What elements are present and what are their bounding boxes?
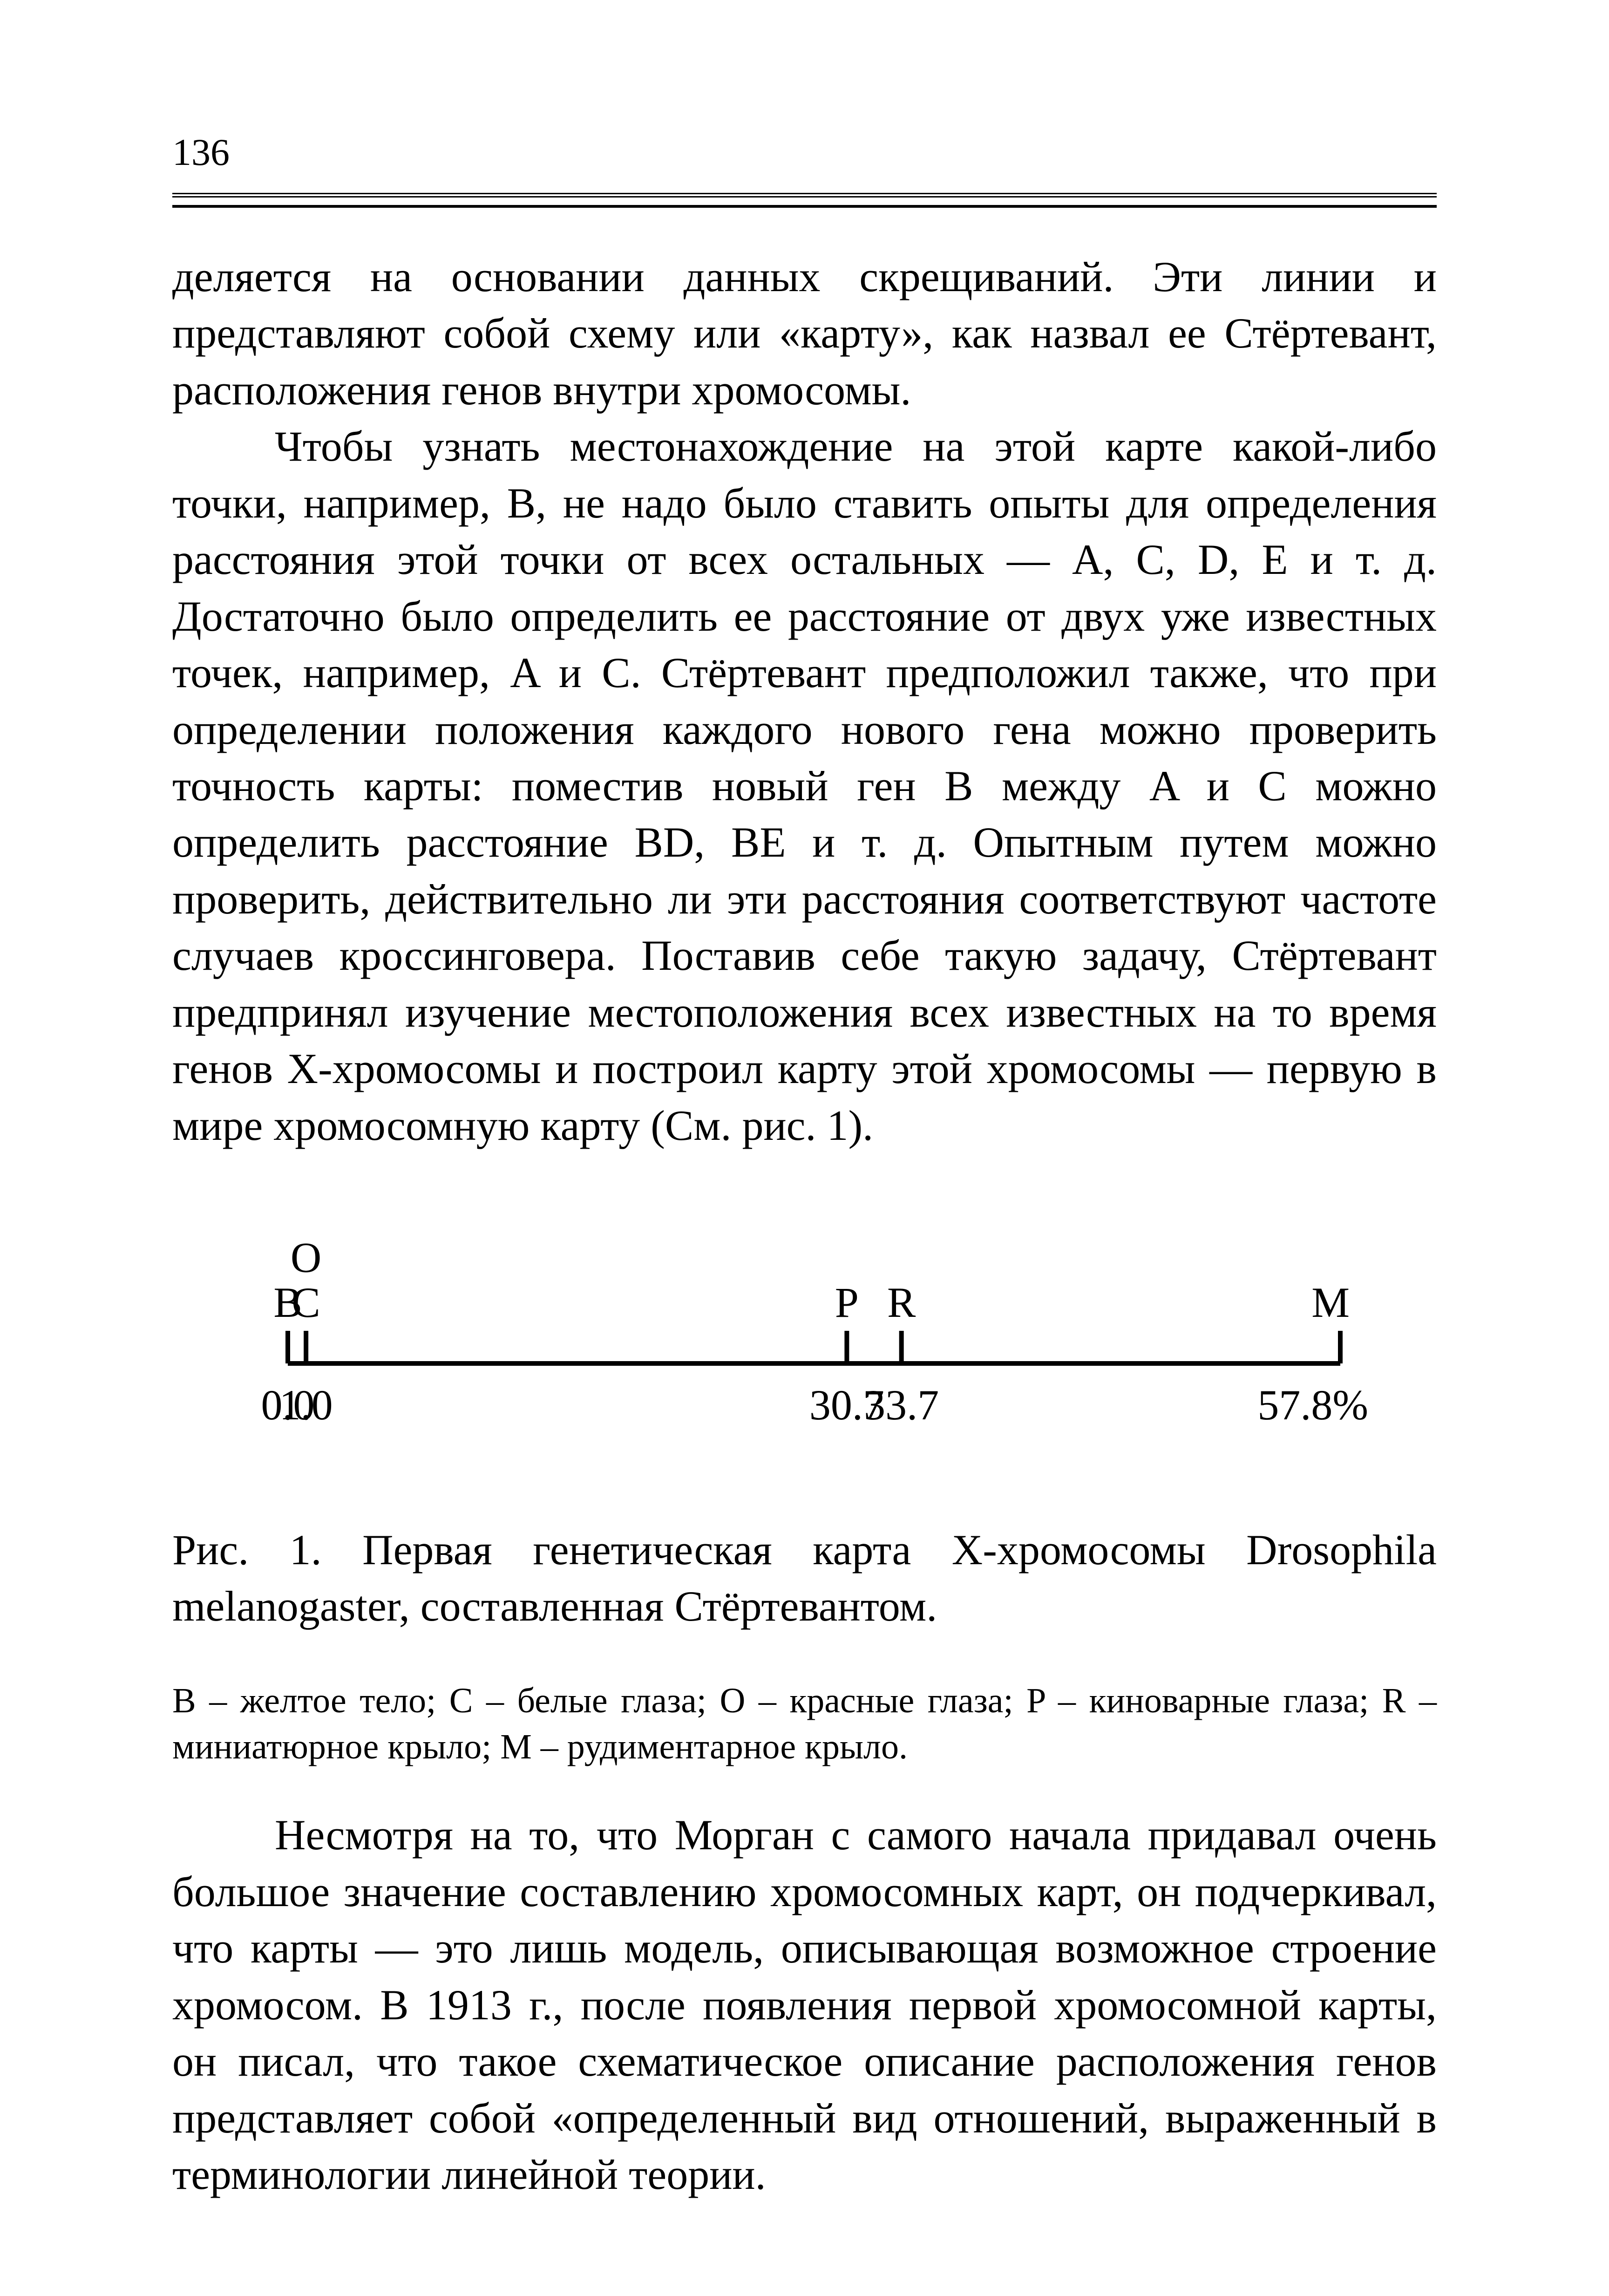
svg-text:1.0: 1.0	[279, 1381, 333, 1429]
svg-text:M: M	[1311, 1279, 1350, 1326]
svg-text:O: O	[290, 1233, 321, 1281]
svg-text:57.8%: 57.8%	[1257, 1381, 1368, 1429]
page-number: 136	[172, 130, 1437, 174]
paragraph-3: Несмотря на то, что Морган с самого нача…	[172, 1807, 1437, 2203]
paragraph-1: деляется на основании данных скрещиваний…	[172, 249, 1437, 418]
header-rule	[172, 193, 1437, 198]
figure-gene-map: B0.0CO1.0P30.7R33.7M57.8%	[172, 1224, 1437, 1466]
paragraph-2: Чтобы узнать местонахождение на этой кар…	[172, 418, 1437, 1154]
page: 136 деляется на основании данных скрещив…	[0, 0, 1609, 2296]
figure-caption-title: Рис. 1. Первая генетическая карта X-хром…	[172, 1522, 1437, 1635]
svg-text:P: P	[835, 1279, 858, 1326]
figure-caption-legend: B – желтое тело; C – белые глаза; O – кр…	[172, 1678, 1437, 1770]
svg-text:C: C	[292, 1279, 320, 1326]
gene-map-svg: B0.0CO1.0P30.7R33.7M57.8%	[176, 1224, 1433, 1466]
svg-text:33.7: 33.7	[864, 1381, 939, 1429]
svg-text:R: R	[887, 1279, 916, 1326]
